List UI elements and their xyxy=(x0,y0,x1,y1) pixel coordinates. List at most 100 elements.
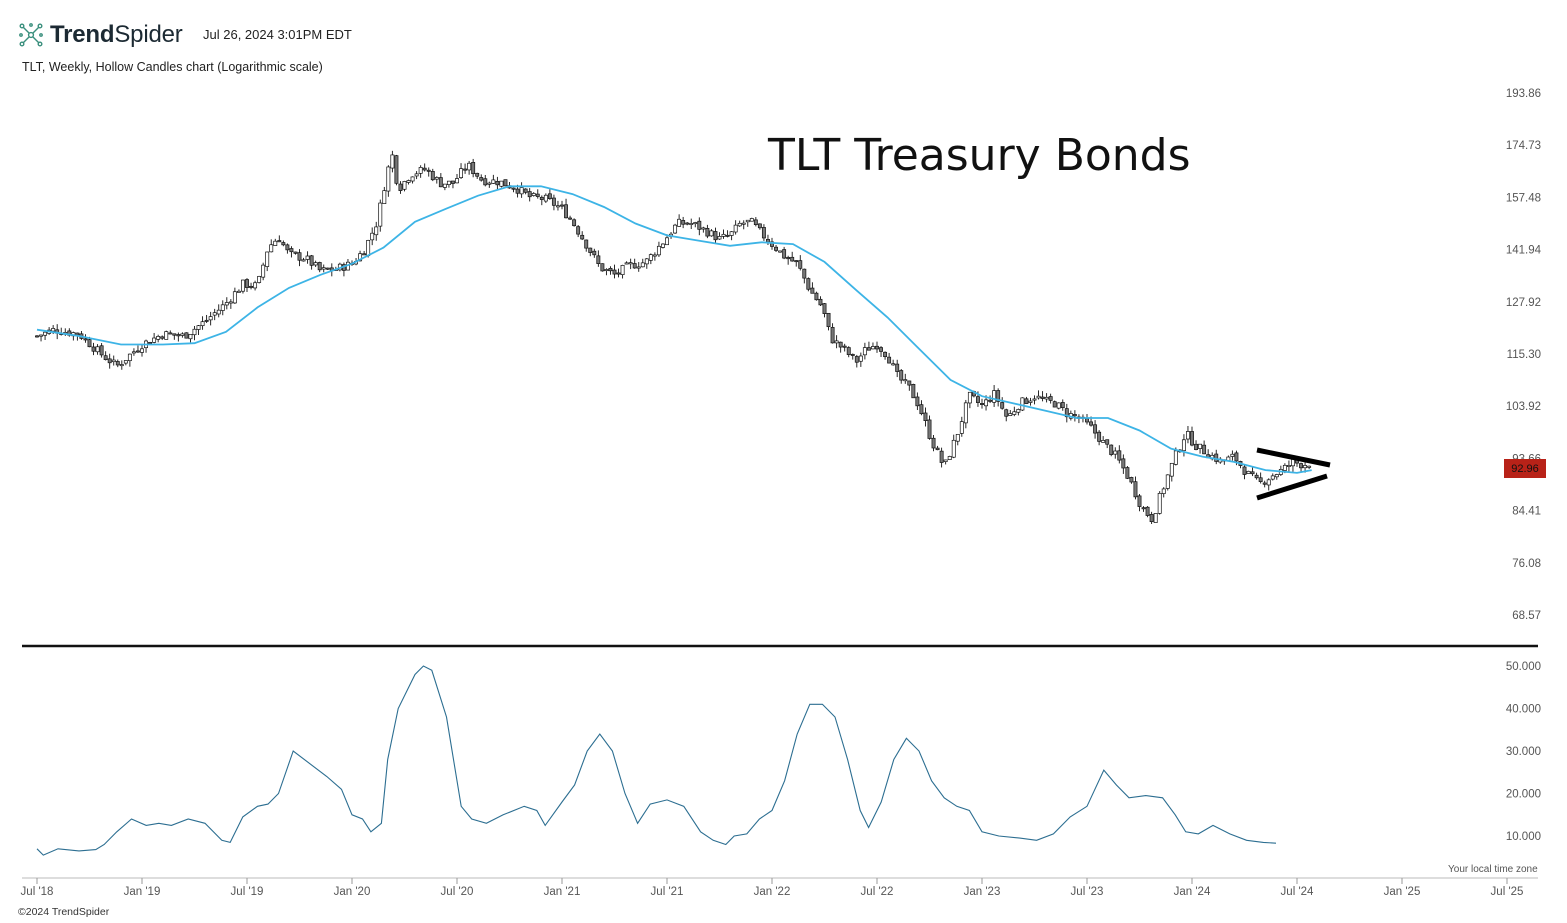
candle-body xyxy=(176,334,181,337)
candle-body xyxy=(895,363,900,372)
candle-body xyxy=(1012,411,1017,415)
candle-body xyxy=(184,332,189,339)
candle-body xyxy=(479,177,484,181)
candle-body xyxy=(842,345,847,348)
candle-body xyxy=(794,260,799,263)
candle-body xyxy=(576,226,581,235)
candle-body xyxy=(289,248,294,253)
candle-body xyxy=(1286,465,1291,467)
candle-body xyxy=(305,255,310,260)
candle-body xyxy=(1040,396,1045,399)
candle-body xyxy=(1173,450,1178,465)
price-tick-label: 115.30 xyxy=(1507,349,1541,361)
candle-body xyxy=(438,177,443,188)
candle-body xyxy=(1262,482,1267,485)
candle-body xyxy=(725,234,730,237)
x-tick-label: Jan '23 xyxy=(964,886,1001,898)
candle-body xyxy=(770,241,774,247)
candle-body xyxy=(1270,475,1275,480)
candle-body xyxy=(232,291,237,304)
candle-body xyxy=(1254,474,1259,479)
candle-body xyxy=(192,328,197,336)
candle-body xyxy=(253,282,258,289)
candle-body xyxy=(1303,465,1308,469)
candle-body xyxy=(212,312,217,316)
candle-body xyxy=(822,303,827,314)
candle-body xyxy=(269,244,274,253)
candle-body xyxy=(362,253,367,256)
candle-body xyxy=(677,218,682,227)
candle-body xyxy=(681,220,686,225)
candle-body xyxy=(1004,409,1009,417)
x-tick-label: Jul '24 xyxy=(1281,886,1314,898)
candle-body xyxy=(531,193,536,196)
price-tag-value: 92.96 xyxy=(1511,463,1539,475)
candle-body xyxy=(1101,440,1106,443)
candle-body xyxy=(471,162,476,175)
candle-body xyxy=(539,196,544,200)
candle-body xyxy=(1137,495,1142,507)
candle-body xyxy=(592,250,597,256)
price-tick-label: 76.08 xyxy=(1512,558,1541,570)
candle-body xyxy=(564,204,568,219)
candle-body xyxy=(43,331,48,336)
candle-body xyxy=(620,265,625,275)
candle-body xyxy=(632,263,637,269)
candle-body xyxy=(107,358,112,364)
candle-body xyxy=(293,251,298,254)
candle-body xyxy=(1105,439,1110,445)
candle-body xyxy=(1060,402,1065,409)
candle-body xyxy=(119,364,124,367)
candle-body xyxy=(919,404,924,415)
candle-body xyxy=(943,459,948,462)
candle-body xyxy=(729,231,734,236)
candle-body xyxy=(370,232,375,241)
candle-body xyxy=(556,205,560,208)
candle-body xyxy=(584,239,589,249)
current-price-tag: 92.96 xyxy=(1504,459,1546,478)
candle-body xyxy=(721,233,726,237)
candle-body xyxy=(907,380,912,386)
brand-regular: Spider xyxy=(114,21,183,48)
candle-body xyxy=(148,342,153,344)
candle-body xyxy=(422,167,427,171)
candle-body xyxy=(644,258,649,265)
candle-body xyxy=(131,351,136,354)
candle-body xyxy=(665,237,669,246)
candle-body xyxy=(156,336,161,340)
candle-body xyxy=(378,202,383,227)
candle-body xyxy=(1145,506,1150,516)
candle-body xyxy=(511,187,516,190)
candle-body xyxy=(313,262,318,266)
candle-body xyxy=(519,187,524,195)
brand-header: TrendSpider xyxy=(18,20,183,50)
candle-body xyxy=(467,162,472,171)
candle-body xyxy=(782,249,787,259)
candle-body xyxy=(806,278,811,290)
candle-body xyxy=(414,173,419,177)
candle-body xyxy=(588,247,593,253)
candle-body xyxy=(1194,443,1198,451)
candle-body xyxy=(51,328,56,332)
candle-body xyxy=(1117,450,1122,461)
candle-body xyxy=(127,353,132,362)
candle-body xyxy=(204,319,209,322)
candle-body xyxy=(709,230,714,237)
candle-body xyxy=(887,356,892,364)
candle-body xyxy=(1064,408,1069,418)
candle-body xyxy=(802,268,807,279)
price-tick-label: 127.92 xyxy=(1506,297,1541,309)
candle-body xyxy=(903,379,908,382)
candle-body xyxy=(216,309,221,315)
candle-body xyxy=(1036,395,1041,399)
candle-body xyxy=(386,166,391,192)
candle-body xyxy=(935,447,940,451)
candle-body xyxy=(1000,402,1005,409)
candle-body xyxy=(172,333,177,336)
price-tick-label: 157.48 xyxy=(1506,192,1541,204)
candle-body xyxy=(830,327,835,344)
candle-body xyxy=(826,312,831,328)
candle-body xyxy=(778,250,783,253)
candle-body xyxy=(850,353,855,356)
